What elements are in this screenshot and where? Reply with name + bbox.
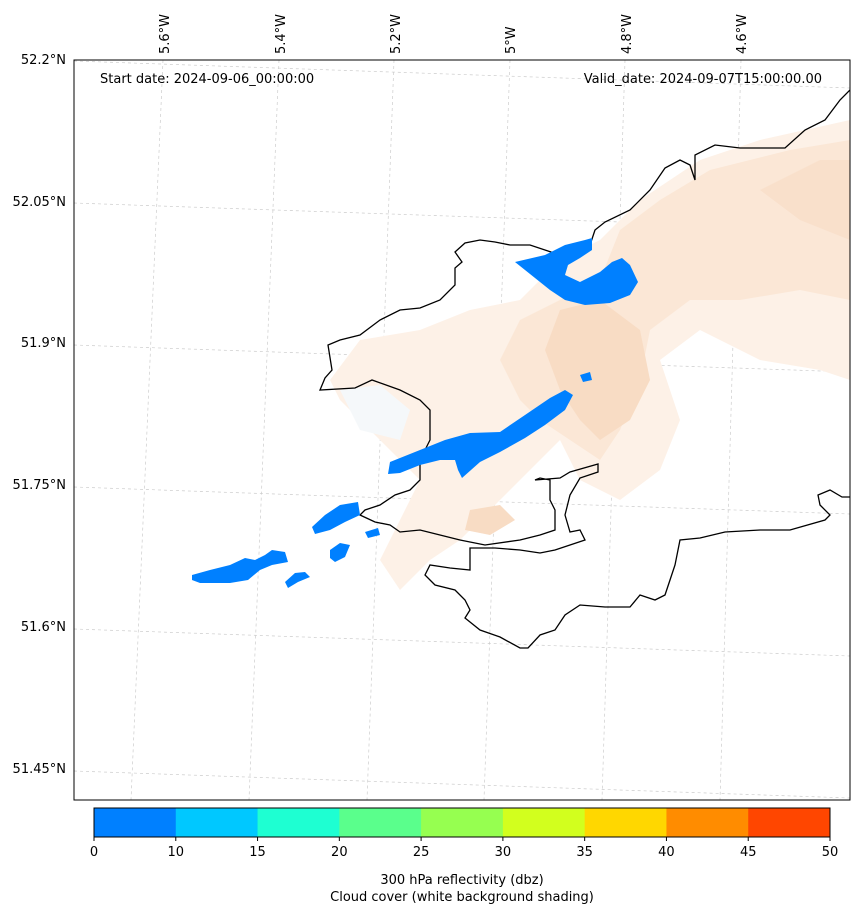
- reflectivity-patch-west-3: [330, 543, 350, 562]
- colorbar: 0 10 15 20 25 30 35 40 45 50 300 hPa reflectivity…: [90, 807, 838, 905]
- lat-label-51.6n: 51.6°N: [21, 620, 66, 635]
- reflectivity-patch-southwest-2: [285, 572, 310, 588]
- lat-label-51.9n: 51.9°N: [21, 336, 66, 351]
- reflectivity-patch-north: [515, 238, 638, 305]
- lon-label-5w: 5°W: [504, 26, 519, 54]
- colorbar-frame: [93, 807, 831, 838]
- valid-date-label: Valid_date: 2024-09-07T15:00:00.00: [584, 72, 822, 87]
- reflectivity-patch-central: [388, 390, 573, 478]
- cloud-shade-inner: [545, 300, 650, 440]
- reflectivity-patches: [192, 238, 638, 588]
- colorbar-tick-label: 50: [822, 845, 839, 860]
- colorbar-tick-label: 40: [658, 845, 675, 860]
- longitude-labels: 5.6°W 5.4°W 5.2°W 5°W 4.8°W 4.6°W: [158, 14, 750, 54]
- colorbar-block-0: [94, 808, 177, 837]
- colorbar-block-3: [339, 808, 422, 837]
- lat-label-52.05n: 52.05°N: [13, 195, 66, 210]
- reflectivity-patch-west-2: [365, 528, 380, 538]
- colorbar-tick-label: 15: [249, 845, 266, 860]
- colorbar-blocks: [94, 808, 831, 837]
- cloud-shade-grey: [340, 385, 410, 440]
- colorbar-block-6: [584, 808, 667, 837]
- lon-label-4.6w: 4.6°W: [735, 14, 750, 54]
- lon-label-4.8w: 4.8°W: [620, 14, 635, 54]
- colorbar-block-7: [666, 808, 749, 837]
- colorbar-tick-label: 45: [740, 845, 757, 860]
- coastline-main: [319, 89, 850, 649]
- lon-label-5.4w: 5.4°W: [274, 14, 289, 54]
- reflectivity-patch-west-1: [312, 502, 360, 534]
- latitude-labels: 52.2°N 52.05°N 51.9°N 51.75°N 51.6°N 51.…: [13, 53, 66, 777]
- colorbar-block-1: [175, 808, 259, 837]
- colorbar-tick-label: 10: [168, 845, 185, 860]
- colorbar-tick-label: 35: [576, 845, 593, 860]
- colorbar-tick-label: 30: [495, 845, 512, 860]
- colorbar-block-8: [748, 808, 831, 837]
- cloud-shade-east: [760, 160, 850, 240]
- map-panel: [74, 60, 850, 800]
- reflectivity-patch-southwest: [192, 550, 288, 583]
- colorbar-tick-label: 20: [331, 845, 348, 860]
- lon-label-5.2w: 5.2°W: [389, 14, 404, 54]
- colorbar-block-2: [257, 808, 340, 837]
- lat-label-52.2n: 52.2°N: [21, 53, 66, 68]
- reflectivity-patch-small-ne: [580, 372, 592, 382]
- colorbar-tick-label: 0: [90, 845, 98, 860]
- colorbar-label-cloud-cover: Cloud cover (white background shading): [330, 890, 594, 905]
- cloud-shade-south: [465, 505, 515, 535]
- colorbar-block-5: [502, 808, 586, 837]
- map-frame: [73, 59, 851, 801]
- colorbar-tick-label: 25: [413, 845, 430, 860]
- coastline: [319, 89, 850, 649]
- lat-label-51.45n: 51.45°N: [13, 762, 66, 777]
- lon-label-5.6w: 5.6°W: [158, 14, 173, 54]
- start-date-label: Start date: 2024-09-06_00:00:00: [100, 72, 314, 87]
- colorbar-label-reflectivity: 300 hPa reflectivity (dbz): [380, 873, 543, 888]
- lat-label-51.75n: 51.75°N: [13, 478, 66, 493]
- colorbar-ticks: 0 10 15 20 25 30 35 40 45 50: [90, 837, 838, 860]
- colorbar-block-4: [421, 808, 504, 837]
